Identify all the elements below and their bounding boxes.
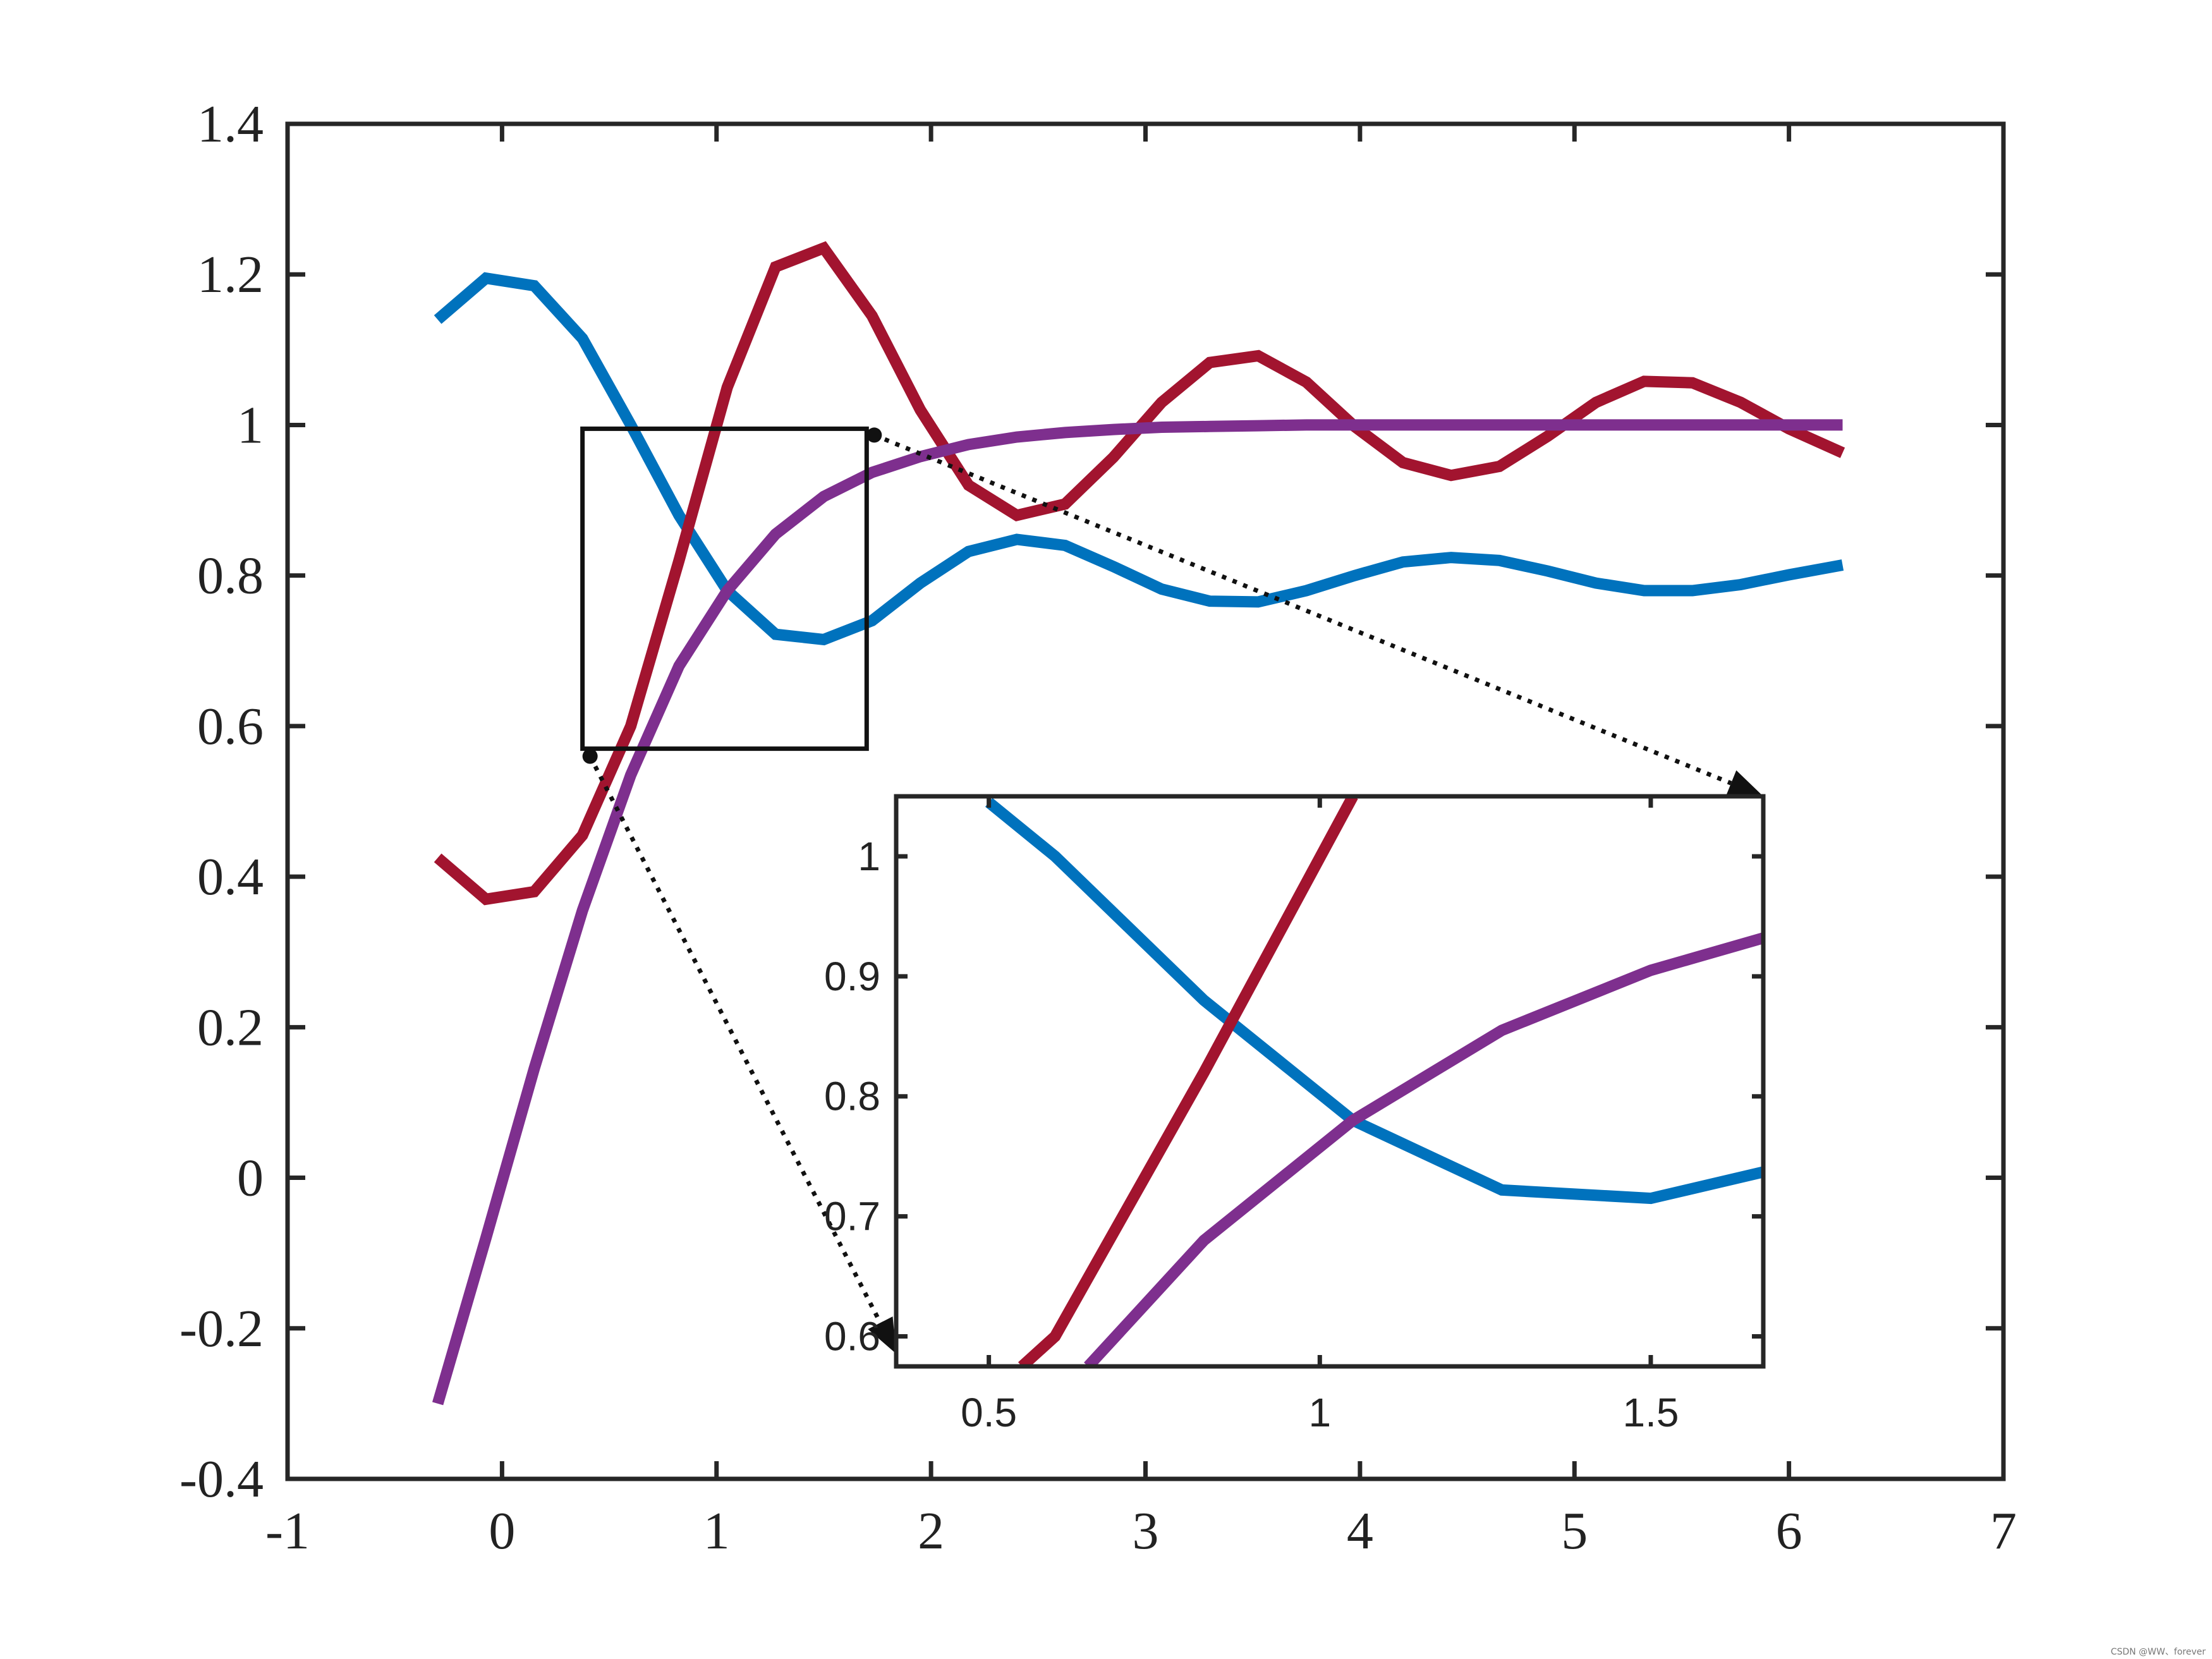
connector-lower — [582, 748, 896, 1354]
inset-y-tick-label: 0.7 — [824, 1194, 880, 1239]
inset-y-tick-label: 0.6 — [824, 1314, 880, 1359]
connector-upper-arrow-head — [1725, 770, 1763, 796]
watermark: CSDN @WW、forever — [2111, 1647, 2206, 1657]
inset-x-tick-label: 1.5 — [1622, 1390, 1679, 1435]
main-y-tick-label: 0.4 — [197, 848, 264, 906]
main-x-tick-label: 2 — [918, 1502, 944, 1560]
inset-chart: 0.5 1 1.5 1 0.9 0.8 0.7 0.6 — [824, 794, 1766, 1435]
inset-y-tick-label: 0.9 — [824, 954, 880, 999]
main-x-tick-label: 1 — [703, 1502, 730, 1560]
main-y-tick-label: 1 — [237, 396, 264, 454]
main-y-tick-label: 0.6 — [197, 697, 264, 756]
connector-lower-arrow-head — [868, 1316, 896, 1354]
main-y-tick-label: -0.2 — [179, 1299, 264, 1358]
main-chart: -1 0 1 2 3 4 5 6 7 1.4 1.2 1 0.8 0.6 0.4 0.2 0 -0.2 -0.4 — [179, 95, 2017, 1560]
main-series-line-1 — [434, 272, 1844, 646]
main-y-tick-label: 1.4 — [197, 95, 264, 154]
inset-background — [896, 796, 1763, 1366]
main-y-tick-label: 0.2 — [197, 998, 264, 1057]
main-x-tick-label: 0 — [489, 1502, 515, 1560]
main-y-tick-label: 0 — [237, 1149, 264, 1208]
main-x-tick-label: 7 — [1990, 1502, 2017, 1560]
inset-y-tick-label: 1 — [858, 834, 880, 879]
main-y-tick-label: 1.2 — [197, 245, 264, 304]
main-series-group — [432, 241, 1845, 1406]
inset-x-tick-label: 1 — [1308, 1390, 1331, 1435]
inset-axes-box — [894, 794, 1766, 1369]
zoom-region-rect — [580, 426, 869, 751]
main-y-tick-label: -0.4 — [179, 1450, 264, 1509]
connector-upper-start-dot — [866, 427, 882, 443]
main-y-tick-label: 0.8 — [197, 547, 264, 605]
connector-upper — [866, 427, 1763, 796]
zoom-overlay — [580, 426, 1763, 1354]
main-series-line-3 — [432, 419, 1843, 1406]
main-x-tick-label: 6 — [1776, 1502, 1802, 1560]
main-x-tick-label: 3 — [1133, 1502, 1159, 1560]
main-x-tick-label: 4 — [1347, 1502, 1373, 1560]
inset-series-group — [985, 796, 1763, 1366]
inset-x-tick-label: 0.5 — [961, 1390, 1017, 1435]
connector-lower-start-dot — [582, 748, 598, 764]
main-x-tick-label: -1 — [265, 1502, 310, 1560]
inset-series-line-3 — [1084, 932, 1763, 1366]
main-x-tick-label: 5 — [1561, 1502, 1588, 1560]
inset-series-line-2 — [1018, 796, 1358, 1366]
inset-y-tick-label: 0.8 — [824, 1074, 880, 1119]
